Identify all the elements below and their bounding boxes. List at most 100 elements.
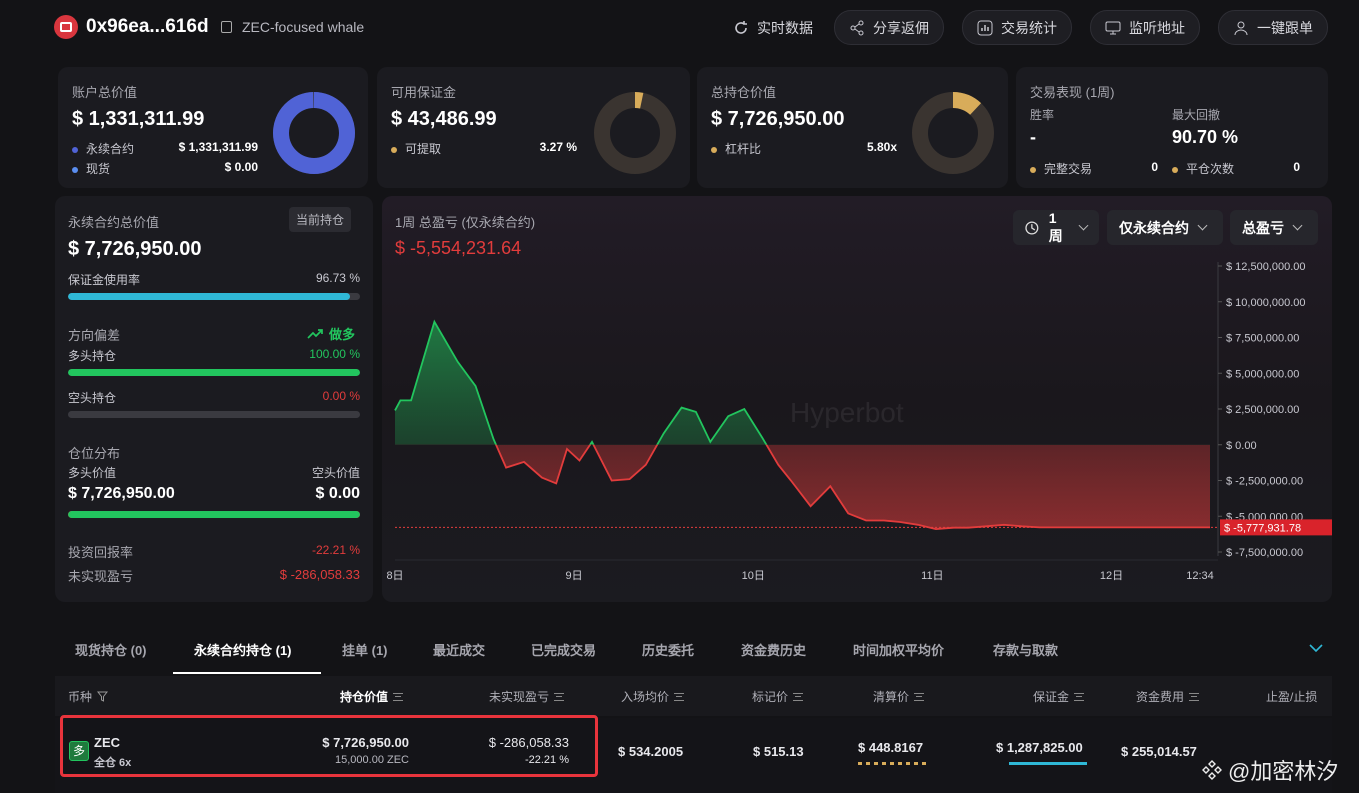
win-rate-label: 胜率 — [1030, 108, 1055, 122]
account-value: $ 1,331,311.99 — [72, 108, 205, 130]
last-value-tag — [1220, 519, 1332, 536]
margin-mode: 全仓 6x — [94, 757, 132, 769]
col-tp-sl: 止盈/止损 — [1266, 690, 1318, 704]
sort-icon — [674, 692, 685, 701]
active-tab-indicator — [173, 672, 321, 674]
highlight-box — [60, 715, 598, 777]
perp-legend-label: 永续合约 — [86, 142, 135, 156]
sort-icon — [554, 692, 565, 701]
close-count-label: 平仓次数 — [1186, 162, 1235, 176]
max-drawdown-value: 90.70 % — [1172, 127, 1239, 147]
leverage-donut — [912, 92, 994, 174]
available-margin-value: $ 43,486.99 — [391, 108, 497, 130]
withdrawable-value: 3.27 % — [539, 140, 577, 154]
tab-completed-trades[interactable]: 已完成交易 — [531, 643, 597, 658]
col-margin-label: 保证金 — [1033, 690, 1070, 704]
short-position-bar — [68, 411, 360, 418]
position-value-label: 总持仓价值 — [711, 85, 777, 100]
wallet-address[interactable]: 0x96ea...616d — [86, 16, 209, 37]
tab-spot-positions[interactable]: 现货持仓 (0) — [75, 643, 147, 658]
legend-dot — [72, 146, 78, 153]
tab-order-history[interactable]: 历史委托 — [642, 643, 695, 658]
perp-total-value: $ 7,726,950.00 — [68, 238, 202, 260]
long-value-label: 多头价值 — [68, 466, 117, 480]
account-value-label: 账户总价值 — [72, 85, 138, 100]
realtime-data-button[interactable]: 实时数据 — [718, 10, 828, 45]
col-funding[interactable]: 资金费用 — [1136, 688, 1200, 705]
table-row[interactable] — [55, 718, 1332, 793]
max-drawdown-label: 最大回撤 — [1172, 108, 1221, 122]
col-mark-price[interactable]: 标记价 — [752, 688, 804, 705]
position-value-cell: $ 7,726,950.00 — [322, 735, 409, 750]
tab-deposits-withdrawals[interactable]: 存款与取款 — [993, 643, 1059, 658]
col-entry-price[interactable]: 入场均价 — [621, 688, 685, 705]
col-position-value[interactable]: 持仓价值 — [340, 688, 404, 705]
perp-summary-panel: 永续合约总价值 当前持仓 $ 7,726,950.00 保证金使用率 96.73… — [55, 196, 373, 602]
x-tick-label: 8日 — [386, 570, 403, 582]
col-unrealized-pnl[interactable]: 未实现盈亏 — [489, 688, 565, 705]
share-rebate-button[interactable]: 分享返佣 — [834, 10, 944, 45]
copy-icon[interactable] — [221, 21, 232, 33]
liq-price-cell: $ 448.8167 — [858, 740, 924, 755]
pnl-line-chart[interactable]: Hyperbot $ 12,500,000.00 $ 10,000,000.00 $… — [382, 250, 1332, 600]
current-positions-badge[interactable]: 当前持仓 — [289, 207, 352, 232]
collapse-chevron-icon[interactable] — [1308, 642, 1324, 654]
spot-legend: 现货 — [72, 160, 110, 177]
chart-total-pnl: $ -5,554,231.64 — [395, 238, 522, 258]
margin-cell: $ 1,287,825.00 — [996, 740, 1083, 755]
col-margin[interactable]: 保证金 — [1033, 688, 1085, 705]
chevron-down-icon — [1197, 220, 1208, 231]
sort-icon — [1074, 692, 1085, 701]
coin-symbol[interactable]: ZEC — [94, 735, 120, 750]
close-count-value: 0 — [1293, 160, 1300, 174]
entry-price-cell: $ 534.2005 — [618, 744, 684, 759]
filter-icon[interactable] — [97, 691, 109, 702]
copy-trade-button[interactable]: 一键跟单 — [1218, 10, 1328, 45]
trade-stats-button[interactable]: 交易统计 — [962, 10, 1072, 45]
y-tick-label: $ 0.00 — [1226, 440, 1257, 452]
trade-stats-label: 交易统计 — [1001, 19, 1057, 36]
period-dropdown[interactable]: 1周 — [1013, 210, 1099, 245]
long-side-badge: 多 — [69, 741, 89, 761]
tab-recent-fills[interactable]: 最近成交 — [433, 643, 486, 658]
clock-icon — [1025, 220, 1039, 235]
legend-dot — [711, 146, 717, 153]
users-icon — [1234, 21, 1248, 35]
performance-card: 交易表现 (1周) 胜率 - 最大回撤 90.70 % 完整交易 0 平仓次数 … — [1016, 67, 1328, 188]
account-value-card: 账户总价值 $ 1,331,311.99 永续合约 $ 1,331,311.99… — [58, 67, 368, 188]
direction-bias-label: 方向偏差 — [68, 328, 121, 343]
win-rate-value: - — [1030, 127, 1036, 147]
x-tick-label: 9日 — [566, 570, 583, 582]
col-liq-price[interactable]: 清算价 — [873, 688, 925, 705]
col-coin[interactable]: 币种 — [68, 688, 109, 705]
scope-dropdown[interactable]: 仅永续合约 — [1107, 210, 1223, 245]
y-tick-label: $ 7,500,000.00 — [1226, 333, 1299, 345]
share-rebate-label: 分享返佣 — [873, 19, 929, 36]
tab-perp-positions[interactable]: 永续合约持仓 (1) — [194, 643, 292, 658]
last-value-label: $ -5,777,931.78 — [1224, 522, 1301, 534]
tab-funding-history[interactable]: 资金费历史 — [741, 643, 807, 658]
position-distribution-label: 仓位分布 — [68, 446, 121, 461]
chevron-down-icon — [1292, 220, 1303, 231]
x-tick-label: 12日 — [1100, 570, 1123, 582]
tab-twap[interactable]: 时间加权平均价 — [853, 643, 945, 658]
account-donut-arc — [273, 92, 355, 174]
tab-open-orders[interactable]: 挂单 (1) — [342, 643, 388, 658]
y-tick-label: $ -7,500,000.00 — [1226, 547, 1303, 559]
leverage-label: 杠杆比 — [725, 142, 762, 156]
y-tick-label: $ 12,500,000.00 — [1226, 261, 1306, 273]
legend-dot — [1172, 166, 1178, 173]
long-position-bar — [68, 369, 360, 376]
metric-dropdown[interactable]: 总盈亏 — [1230, 210, 1318, 245]
long-position-pct: 100.00 % — [309, 347, 360, 361]
col-liq-price-label: 清算价 — [873, 690, 910, 704]
short-position-pct: 0.00 % — [322, 389, 360, 403]
y-tick-label: $ -2,500,000.00 — [1226, 476, 1303, 488]
perp-total-label: 永续合约总价值 — [68, 215, 160, 230]
long-value: $ 7,726,950.00 — [68, 485, 175, 502]
period-dropdown-value: 1周 — [1048, 209, 1063, 244]
margin-donut-arc — [594, 92, 676, 174]
chart-title: 1周 总盈亏 (仅永续合约) — [395, 215, 536, 230]
monitor-address-button[interactable]: 监听地址 — [1090, 10, 1200, 45]
short-position-label: 空头持仓 — [68, 391, 117, 405]
